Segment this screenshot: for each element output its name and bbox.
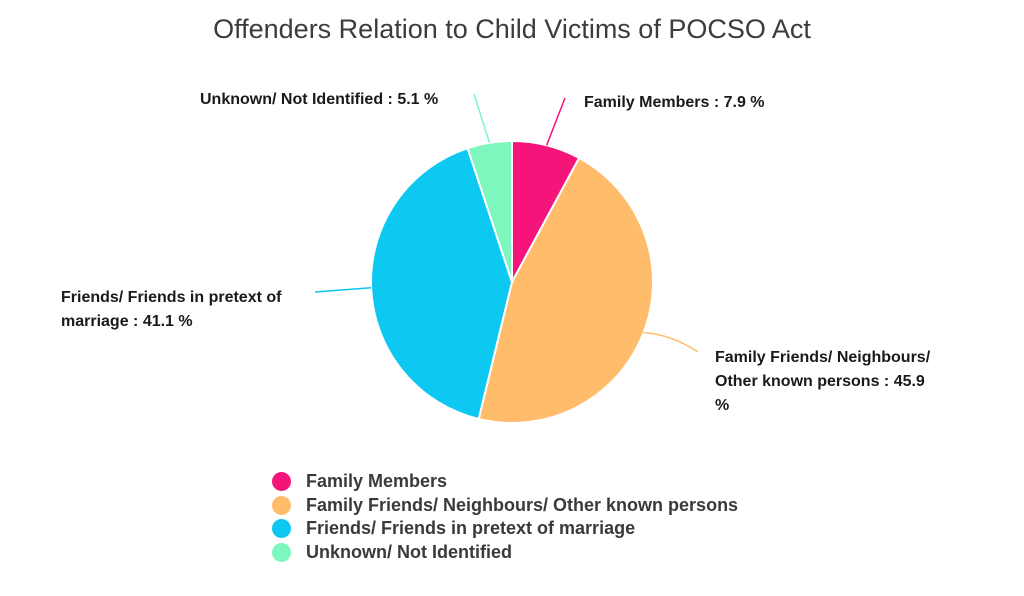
legend-swatch [272,519,291,539]
leader-line [545,97,566,146]
leader-line [643,331,699,353]
legend-swatch [272,495,291,515]
pie-slice [370,146,514,421]
legend-item: Family Members [272,470,832,494]
legend: Family Members Family Friends/ Neighbours… [272,470,832,564]
leader-line [314,287,372,293]
data-label: Friends/ Friends in pretext of marriage :… [61,289,282,330]
pie-slice [466,139,513,283]
legend-label: Unknown/ Not Identified [306,541,512,562]
legend-swatch [272,542,291,562]
legend-label: Family Members [306,471,448,492]
data-label: Family Friends/ Neighbours/Other known p… [715,349,931,414]
legend-item: Friends/ Friends in pretext of marriage [272,517,832,541]
legend-label: Friends/ Friends in pretext of marriage [306,518,636,539]
legend-item: Family Friends/ Neighbours/ Other known … [272,494,832,518]
legend-label: Family Friends/ Neighbours/ Other known … [306,494,739,515]
data-label: Unknown/ Not Identified : 5.1 % [200,91,438,108]
chart-title: Offenders Relation to Child Victims of P… [213,14,811,44]
legend-swatch [272,472,291,492]
legend-item: Unknown/ Not Identified [272,541,832,565]
data-label: Family Members : 7.9 % [584,94,765,111]
leader-line [473,93,491,144]
